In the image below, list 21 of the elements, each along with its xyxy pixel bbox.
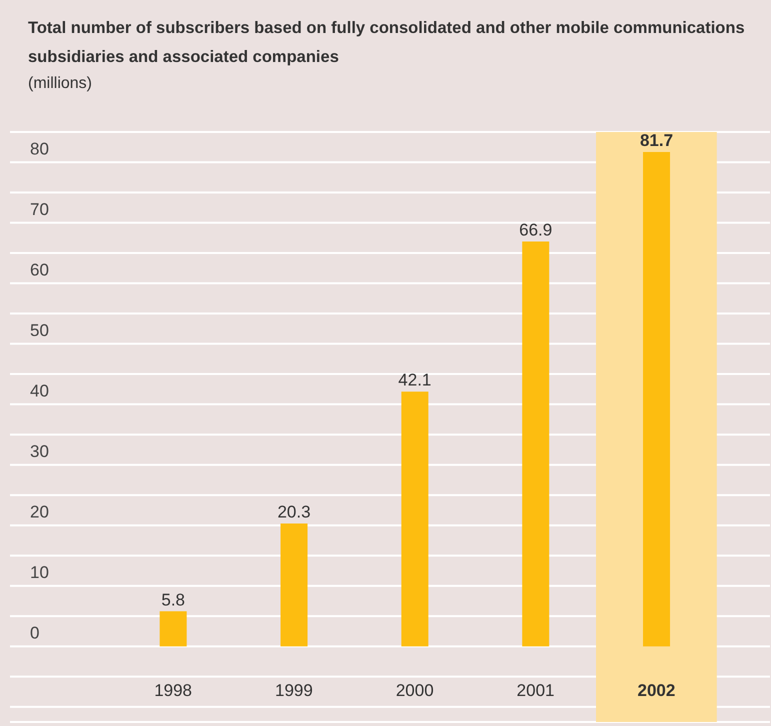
x-tick-label: 2001 bbox=[516, 681, 555, 700]
y-tick-label: 10 bbox=[30, 562, 49, 582]
x-tick-label: 2002 bbox=[638, 681, 676, 700]
data-label: 42.1 bbox=[398, 370, 432, 390]
y-tick-label: 60 bbox=[30, 260, 49, 280]
y-tick-label: 40 bbox=[30, 381, 49, 400]
x-tick-label: 1999 bbox=[275, 681, 313, 700]
chart-subtitle: (millions) bbox=[28, 75, 92, 93]
y-tick-label: 80 bbox=[30, 139, 49, 158]
data-label: 66.9 bbox=[519, 220, 552, 240]
data-label: 20.3 bbox=[277, 502, 311, 522]
chart-title: Total number of subscribers based on fully consolidated and other mobile communications subsidiaries and associated companies bbox=[28, 18, 746, 68]
y-tick-label: 50 bbox=[30, 320, 49, 340]
y-tick-label: 20 bbox=[30, 502, 49, 522]
y-tick-label: 30 bbox=[30, 442, 49, 461]
data-label: 81.7 bbox=[640, 130, 674, 150]
x-tick-label: 1998 bbox=[154, 681, 192, 700]
x-tick-label: 2000 bbox=[396, 681, 434, 700]
data-label: 5.8 bbox=[161, 590, 186, 610]
y-tick-label: 0 bbox=[30, 623, 40, 642]
y-tick-label: 70 bbox=[30, 200, 49, 219]
